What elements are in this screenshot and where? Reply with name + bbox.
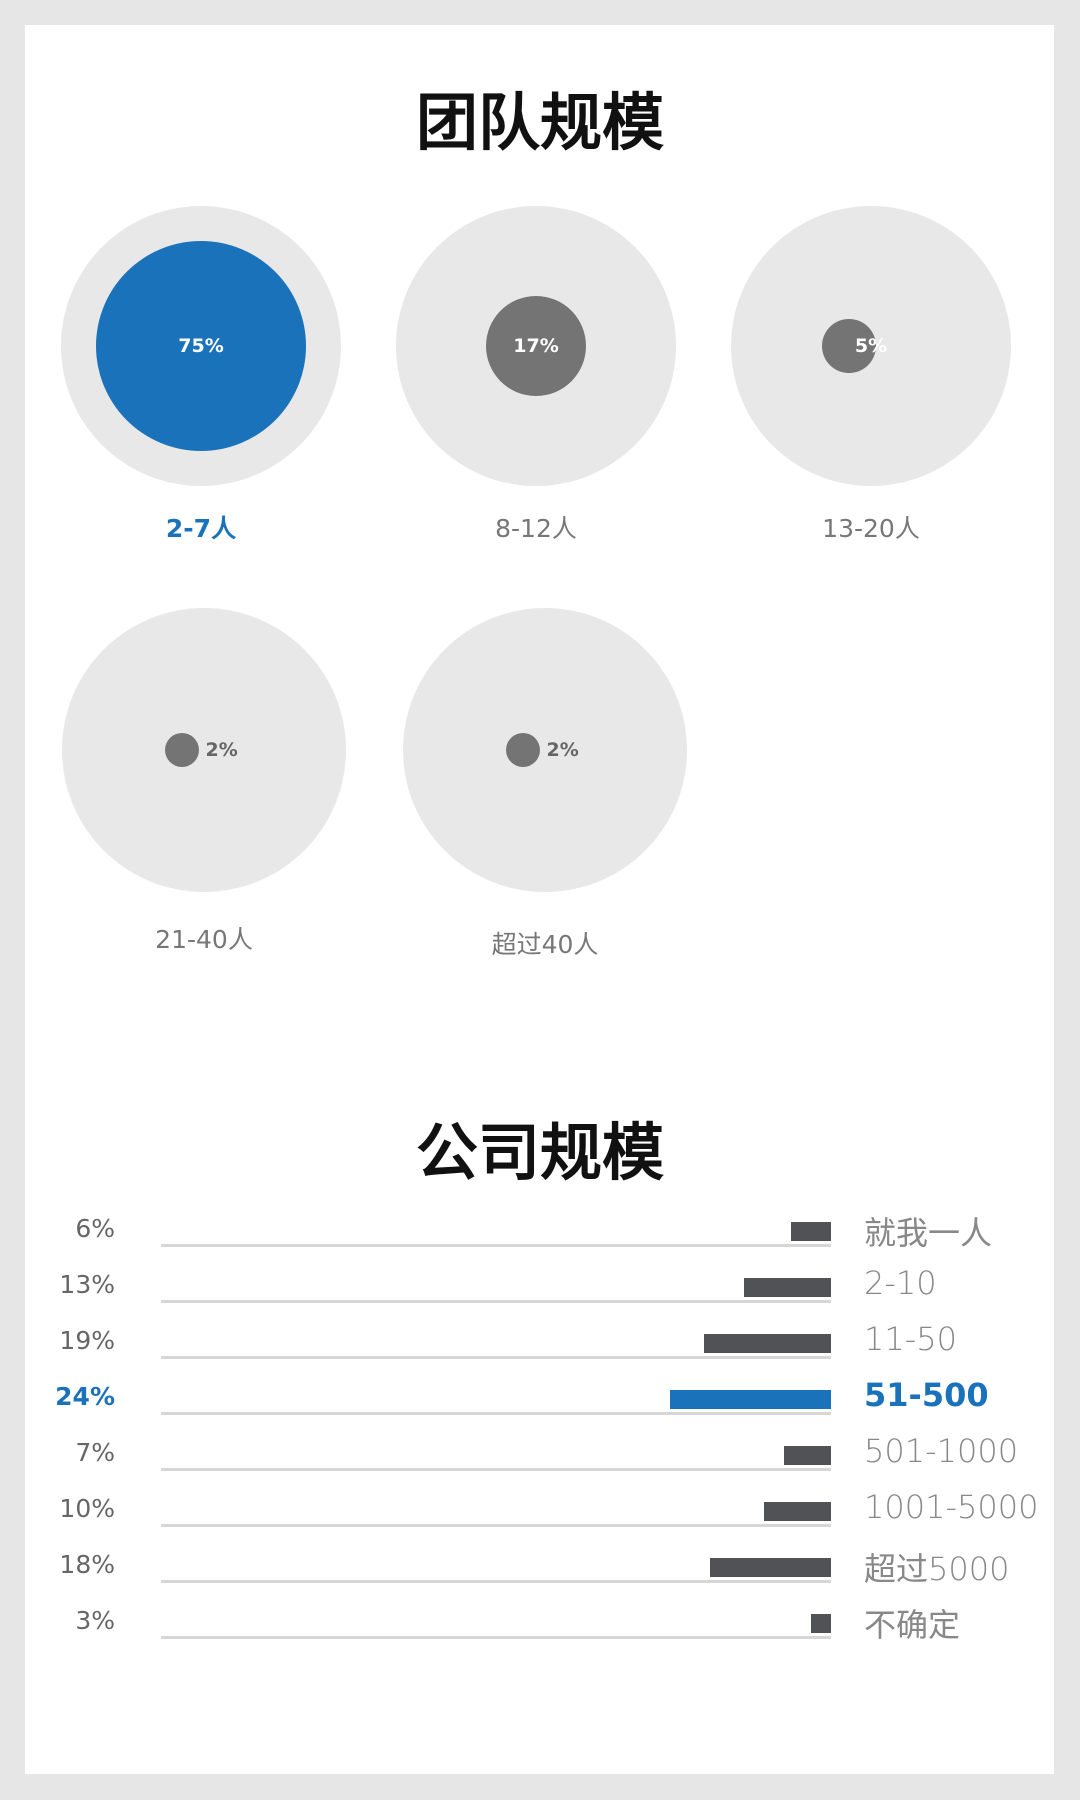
bar-category: 501-1000 [864, 1432, 1019, 1470]
bar-percent: 19% [59, 1326, 115, 1355]
bar-track [161, 1636, 831, 1639]
bar-category: 超过5000 [864, 1550, 1010, 1588]
bar-category: 11-50 [864, 1320, 957, 1358]
bar-category: 不确定 [864, 1606, 961, 1644]
bar [703, 1334, 831, 1353]
bubble-value [164, 732, 200, 768]
bubble-percent: 2% [205, 739, 238, 761]
bar-track [161, 1300, 831, 1303]
bar-percent: 3% [75, 1606, 115, 1635]
bubble-percent: 75% [178, 335, 224, 357]
bubble-value [821, 318, 877, 374]
bubble-label: 13-20人 [822, 514, 920, 543]
bubble-label: 21-40人 [155, 925, 253, 954]
bubble-bg [403, 608, 687, 892]
company-size-title: 公司规模 [415, 1116, 664, 1189]
bar-row: 19% 11-50 [0, 1320, 1080, 1382]
bar-row: 10% 1001-5000 [0, 1488, 1080, 1550]
bubble-percent: 2% [546, 739, 579, 761]
bar-percent: 7% [75, 1438, 115, 1467]
bar-category: 51-500 [864, 1376, 989, 1414]
bubble-value [505, 732, 541, 768]
bar [784, 1446, 831, 1465]
bar-row: 13% 2-10 [0, 1264, 1080, 1326]
bubble-value [95, 240, 307, 452]
bar-row: 18% 超过5000 [0, 1550, 1080, 1606]
bar-category: 就我一人 [864, 1214, 993, 1252]
bubble-label: 2-7人 [165, 514, 237, 543]
bar-category: 2-10 [864, 1264, 937, 1302]
bar-percent: 18% [59, 1550, 115, 1579]
bubble-bg [62, 608, 346, 892]
bar [810, 1614, 831, 1633]
bar-track [161, 1412, 831, 1415]
bubble-percent: 17% [513, 335, 559, 357]
bar [790, 1222, 831, 1241]
bubble-percent: 5% [854, 335, 888, 357]
bar [670, 1390, 831, 1409]
bar-track [161, 1524, 831, 1527]
bar [764, 1502, 831, 1521]
bubble-label: 超过40人 [491, 930, 599, 959]
bar-track [161, 1244, 831, 1247]
bar-track [161, 1356, 831, 1359]
bar-row: 6% 就我一人 [0, 1214, 1080, 1270]
bar-row: 24% 51-500 [0, 1376, 1080, 1438]
bar-category: 1001-5000 [864, 1488, 1039, 1526]
bar-row: 7% 501-1000 [0, 1432, 1080, 1494]
bar-row: 3% 不确定 [0, 1606, 1080, 1662]
bar-percent: 6% [75, 1214, 115, 1243]
bubble-value [485, 295, 587, 397]
bar-percent: 24% [55, 1382, 115, 1411]
bar-track [161, 1468, 831, 1471]
bar [710, 1558, 831, 1577]
bubble-label: 8-12人 [495, 514, 577, 543]
bar [743, 1278, 831, 1297]
bar-percent: 13% [59, 1270, 115, 1299]
bar-track [161, 1580, 831, 1583]
team-size-title: 团队规模 [415, 86, 664, 159]
bar-percent: 10% [59, 1494, 115, 1523]
